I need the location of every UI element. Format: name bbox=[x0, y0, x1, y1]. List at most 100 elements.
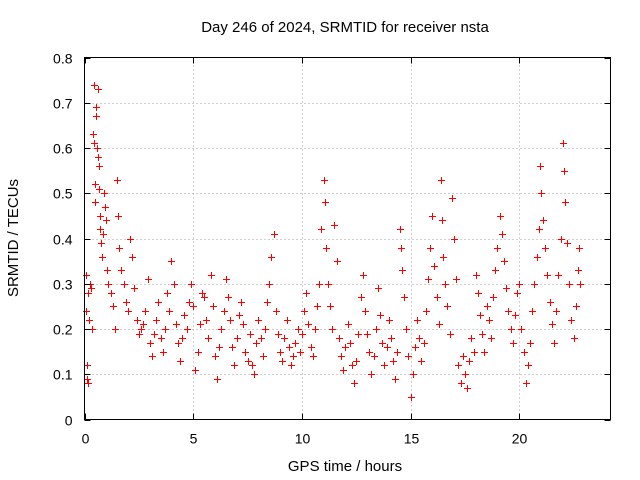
y-tick-label: 0.6 bbox=[53, 141, 73, 157]
data-point bbox=[164, 290, 171, 297]
data-point bbox=[464, 385, 471, 392]
grid-lines bbox=[84, 57, 611, 420]
data-point bbox=[345, 321, 352, 328]
data-point bbox=[440, 254, 447, 261]
data-point bbox=[84, 362, 91, 369]
data-point bbox=[490, 294, 497, 301]
data-point bbox=[301, 308, 308, 315]
x-tick-label: 10 bbox=[295, 431, 311, 447]
data-point bbox=[410, 371, 417, 378]
data-point bbox=[253, 340, 260, 347]
data-point bbox=[429, 213, 436, 220]
data-point bbox=[158, 335, 165, 342]
data-point bbox=[310, 353, 317, 360]
data-point bbox=[162, 326, 169, 333]
data-point bbox=[277, 349, 284, 356]
data-point bbox=[136, 331, 143, 338]
data-point bbox=[462, 371, 469, 378]
data-point bbox=[114, 177, 121, 184]
data-point bbox=[421, 340, 428, 347]
data-point bbox=[104, 267, 111, 274]
data-point bbox=[229, 344, 236, 351]
data-point bbox=[279, 358, 286, 365]
data-point bbox=[95, 154, 102, 161]
data-point bbox=[416, 335, 423, 342]
data-point bbox=[449, 195, 456, 202]
data-point bbox=[425, 276, 432, 283]
data-point bbox=[295, 326, 302, 333]
data-point bbox=[97, 213, 104, 220]
data-point bbox=[308, 344, 315, 351]
data-point bbox=[175, 340, 182, 347]
y-axis-label: SRMTID / TECUs bbox=[5, 179, 22, 297]
data-point bbox=[234, 335, 241, 342]
x-tick-labels: 0 5 10 15 20 bbox=[82, 431, 528, 447]
data-point bbox=[355, 331, 362, 338]
data-point bbox=[327, 303, 334, 310]
data-point bbox=[510, 340, 517, 347]
data-point bbox=[434, 294, 441, 301]
data-point bbox=[379, 340, 386, 347]
data-point bbox=[118, 267, 125, 274]
y-tick-labels: 0 0.1 0.2 0.3 0.4 0.5 0.6 0.7 0.8 bbox=[53, 51, 73, 429]
data-point bbox=[268, 254, 275, 261]
data-point bbox=[238, 299, 245, 306]
data-point bbox=[477, 312, 484, 319]
data-point bbox=[392, 376, 399, 383]
x-tick-label: 15 bbox=[404, 431, 420, 447]
y-tick-label: 0.4 bbox=[53, 232, 73, 248]
y-tick-label: 0.3 bbox=[53, 277, 73, 293]
data-point bbox=[388, 335, 395, 342]
data-point bbox=[397, 226, 404, 233]
data-point bbox=[427, 245, 434, 252]
data-point bbox=[192, 367, 199, 374]
data-point bbox=[384, 344, 391, 351]
data-point bbox=[444, 303, 451, 310]
data-point bbox=[292, 340, 299, 347]
data-point bbox=[273, 308, 280, 315]
data-point bbox=[366, 349, 373, 356]
data-point bbox=[423, 308, 430, 315]
data-point bbox=[340, 367, 347, 374]
data-point bbox=[436, 321, 443, 328]
data-point bbox=[160, 349, 167, 356]
data-point bbox=[123, 299, 130, 306]
data-point bbox=[525, 362, 532, 369]
data-point bbox=[386, 317, 393, 324]
data-point bbox=[212, 353, 219, 360]
data-point bbox=[127, 236, 134, 243]
data-point bbox=[153, 317, 160, 324]
data-point bbox=[412, 344, 419, 351]
data-point bbox=[95, 86, 102, 93]
data-point bbox=[373, 326, 380, 333]
data-point bbox=[536, 226, 543, 233]
data-point bbox=[576, 245, 583, 252]
x-tick-label: 0 bbox=[82, 431, 90, 447]
y-tick-label: 0.2 bbox=[53, 322, 73, 338]
data-point bbox=[314, 303, 321, 310]
x-axis-label: GPS time / hours bbox=[288, 458, 402, 475]
data-point bbox=[115, 213, 122, 220]
data-point bbox=[540, 217, 547, 224]
y-tick-label: 0.7 bbox=[53, 96, 73, 112]
data-point bbox=[360, 272, 367, 279]
data-point bbox=[91, 140, 98, 147]
data-point bbox=[255, 317, 262, 324]
data-point bbox=[214, 376, 221, 383]
data-point bbox=[249, 362, 256, 369]
data-point bbox=[236, 312, 243, 319]
data-point bbox=[527, 340, 534, 347]
data-point bbox=[414, 317, 421, 324]
data-point bbox=[349, 362, 356, 369]
data-point bbox=[125, 308, 132, 315]
data-point bbox=[312, 326, 319, 333]
data-point bbox=[251, 371, 258, 378]
data-point bbox=[149, 353, 156, 360]
data-point bbox=[166, 308, 173, 315]
y-tick-label: 0.1 bbox=[53, 367, 73, 383]
data-point bbox=[121, 281, 128, 288]
data-point bbox=[325, 281, 332, 288]
data-point bbox=[147, 340, 154, 347]
data-point bbox=[97, 226, 104, 233]
data-point bbox=[177, 358, 184, 365]
